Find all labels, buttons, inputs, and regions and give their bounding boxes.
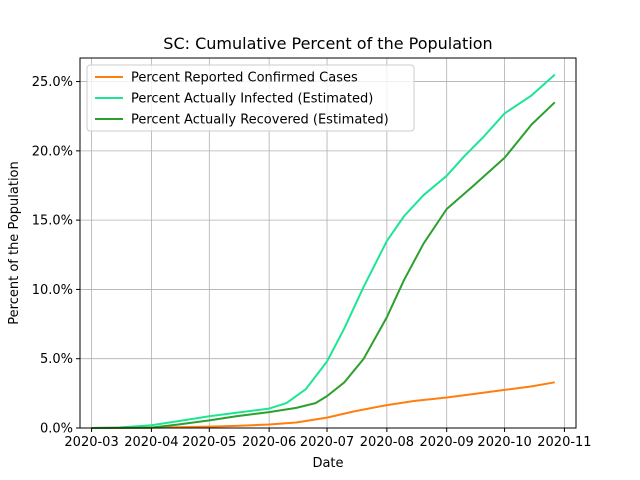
- y-tick-label: 0.0%: [40, 422, 73, 437]
- x-tick-label: 2020-10: [477, 435, 531, 450]
- plot-area-frame: [79, 57, 577, 429]
- y-axis: 0.0% 5.0% 10.0% 15.0% 20.0% 25.0%: [32, 75, 80, 437]
- y-tick-label: 25.0%: [32, 75, 73, 90]
- y-tick-label: 15.0%: [32, 214, 73, 229]
- series-line: [91, 381, 555, 429]
- x-tick-label: 2020-05: [182, 435, 236, 450]
- series-lines: [91, 73, 556, 429]
- legend-label: Percent Actually Infected (Estimated): [131, 92, 373, 107]
- chart-title: SC: Cumulative Percent of the Population: [163, 34, 492, 53]
- x-axis: 2020-03 2020-04 2020-05 2020-06 2020-07 2020-…: [64, 428, 592, 450]
- series-line: [91, 101, 556, 429]
- legend-label: Percent Reported Confirmed Cases: [131, 71, 358, 86]
- x-tick-label: 2020-04: [124, 435, 178, 450]
- y-tick-label: 5.0%: [40, 352, 73, 367]
- x-tick-label: 2020-07: [300, 435, 354, 450]
- legend-label: Percent Actually Recovered (Estimated): [131, 113, 389, 128]
- x-tick-label: 2020-03: [64, 435, 118, 450]
- x-tick-label: 2020-09: [420, 435, 474, 450]
- x-tick-label: 2020-11: [537, 435, 591, 450]
- x-axis-label: Date: [312, 456, 343, 471]
- series-line: [91, 73, 556, 429]
- y-tick-label: 10.0%: [32, 283, 73, 298]
- legend-box: [86, 64, 415, 132]
- x-tick-label: 2020-08: [360, 435, 414, 450]
- legend: Percent Reported Confirmed Cases Percent …: [86, 64, 415, 132]
- x-tick-label: 2020-06: [242, 435, 296, 450]
- y-tick-label: 20.0%: [32, 144, 73, 159]
- y-axis-label: Percent of the Population: [7, 161, 22, 324]
